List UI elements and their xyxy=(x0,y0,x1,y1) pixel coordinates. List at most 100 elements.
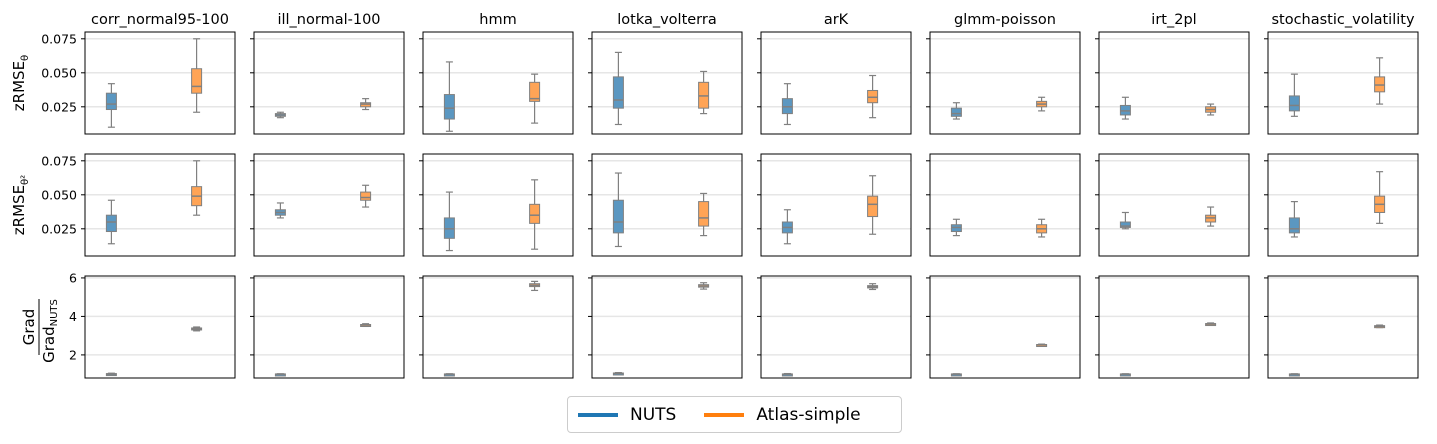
legend-swatch-nuts xyxy=(578,412,618,417)
legend-item-atlas: Atlas-simple xyxy=(704,404,861,425)
box-atlas-r2-c5 xyxy=(1036,343,1048,348)
panel-r0-c7 xyxy=(1264,31,1419,135)
box-nuts-r2-c0 xyxy=(105,372,117,377)
panel-frame xyxy=(1098,153,1250,257)
column-title-5: glmm-poisson xyxy=(954,12,1056,28)
panel-r1-c6 xyxy=(1095,153,1250,257)
box-atlas-r1-c4 xyxy=(867,175,879,235)
panel-r1-c0 xyxy=(81,153,236,257)
ylabel-subscript: θ xyxy=(20,55,31,61)
box-atlas-r0-c3 xyxy=(698,70,710,115)
panel-r1-c4 xyxy=(757,153,912,257)
panel-r2-c7 xyxy=(1264,275,1419,379)
row-ylabel-1: zRMSEθ² xyxy=(10,175,31,235)
legend: NUTS Atlas-simple xyxy=(567,396,902,433)
box-nuts-r1-c7 xyxy=(1288,201,1300,238)
ylabel-subscript: θ² xyxy=(20,175,31,185)
box-nuts-r1-c0 xyxy=(105,199,117,245)
box-iqr xyxy=(1119,221,1131,228)
box-iqr xyxy=(1288,95,1300,112)
box-nuts-r1-c5 xyxy=(950,218,962,237)
panel-r0-c3 xyxy=(588,31,743,135)
box-iqr xyxy=(105,214,117,233)
box-iqr xyxy=(529,81,541,102)
box-nuts-r2-c4 xyxy=(781,372,793,377)
panel-r2-c6 xyxy=(1095,275,1250,379)
box-atlas-r2-c6 xyxy=(1205,322,1217,327)
ylabel-text: zRMSEθ xyxy=(10,55,31,111)
box-nuts-r0-c4 xyxy=(781,83,793,126)
box-atlas-r2-c3 xyxy=(698,282,710,290)
box-nuts-r1-c3 xyxy=(612,172,624,248)
box-atlas-r0-c5 xyxy=(1036,96,1048,112)
panel-frame xyxy=(1098,31,1250,135)
box-nuts-r0-c5 xyxy=(950,102,962,120)
panel-frame xyxy=(929,153,1081,257)
panel-frame xyxy=(253,275,405,379)
box-nuts-r2-c2 xyxy=(443,373,455,377)
panel-r0-c5 xyxy=(926,31,1081,135)
panel-frame xyxy=(84,153,236,257)
box-nuts-r2-c5 xyxy=(950,373,962,377)
ytick-label-r0-0: 0.025 xyxy=(41,99,77,114)
box-atlas-r1-c3 xyxy=(698,192,710,237)
box-iqr xyxy=(443,94,455,120)
ytick-label-r0-2: 0.075 xyxy=(41,31,77,46)
box-atlas-r1-c5 xyxy=(1036,218,1048,238)
panel-frame xyxy=(84,275,236,379)
column-title-7: stochastic_volatility xyxy=(1271,12,1414,28)
panel-r1-c7 xyxy=(1264,153,1419,257)
panel-r2-c4 xyxy=(757,275,912,379)
panel-frame xyxy=(760,153,912,257)
panel-frame xyxy=(760,275,912,379)
column-title-0: corr_normal95-100 xyxy=(91,12,229,28)
ytick-label-r0-1: 0.050 xyxy=(41,65,77,80)
ytick-label-r1-2: 0.075 xyxy=(41,153,77,168)
panel-frame xyxy=(591,275,743,379)
panel-frame xyxy=(929,275,1081,379)
panel-frame xyxy=(422,275,574,379)
box-nuts-r1-c4 xyxy=(781,209,793,245)
column-title-2: hmm xyxy=(479,12,516,28)
box-nuts-r1-c2 xyxy=(443,191,455,252)
box-atlas-r0-c1 xyxy=(360,98,372,111)
box-iqr xyxy=(612,76,624,109)
panel-r1-c5 xyxy=(926,153,1081,257)
box-nuts-r2-c1 xyxy=(274,373,286,377)
row-ylabel-0: zRMSEθ xyxy=(10,55,31,111)
panel-r2-c0 xyxy=(81,275,236,379)
legend-swatch-atlas xyxy=(704,412,745,417)
box-atlas-r2-c0 xyxy=(191,326,203,332)
panel-frame xyxy=(1267,31,1419,135)
ytick-label-r2-0: 2 xyxy=(69,347,77,362)
box-atlas-r0-c6 xyxy=(1205,103,1217,116)
box-nuts-r2-c3 xyxy=(612,372,624,376)
box-iqr xyxy=(612,199,624,234)
box-iqr xyxy=(529,203,541,224)
box-nuts-r0-c0 xyxy=(105,83,117,128)
row-ylabel-2: Grad GradNUTS xyxy=(20,299,60,363)
box-atlas-r0-c0 xyxy=(191,38,203,113)
box-atlas-r2-c4 xyxy=(867,283,879,291)
box-nuts-r0-c3 xyxy=(612,51,624,126)
box-iqr xyxy=(105,92,117,111)
box-iqr xyxy=(191,68,203,94)
box-iqr xyxy=(867,195,879,218)
ylabel-numerator: Grad xyxy=(20,309,38,346)
legend-item-nuts: NUTS xyxy=(578,405,676,425)
panel-r1-c1 xyxy=(250,153,405,257)
ylabel-denominator: GradNUTS xyxy=(40,299,60,363)
box-atlas-r1-c0 xyxy=(191,160,203,216)
panel-frame xyxy=(591,153,743,257)
panel-r1-c2 xyxy=(419,153,574,257)
legend-label-atlas: Atlas-simple xyxy=(756,404,861,425)
ytick-label-r1-0: 0.025 xyxy=(41,221,77,236)
box-nuts-r1-c1 xyxy=(274,202,286,219)
panel-frame xyxy=(591,31,743,135)
legend-label-nuts: NUTS xyxy=(630,404,677,425)
box-atlas-r0-c7 xyxy=(1374,57,1386,105)
column-title-3: lotka_volterra xyxy=(617,12,717,28)
box-nuts-r2-c6 xyxy=(1119,373,1131,377)
box-atlas-r1-c2 xyxy=(529,179,541,250)
